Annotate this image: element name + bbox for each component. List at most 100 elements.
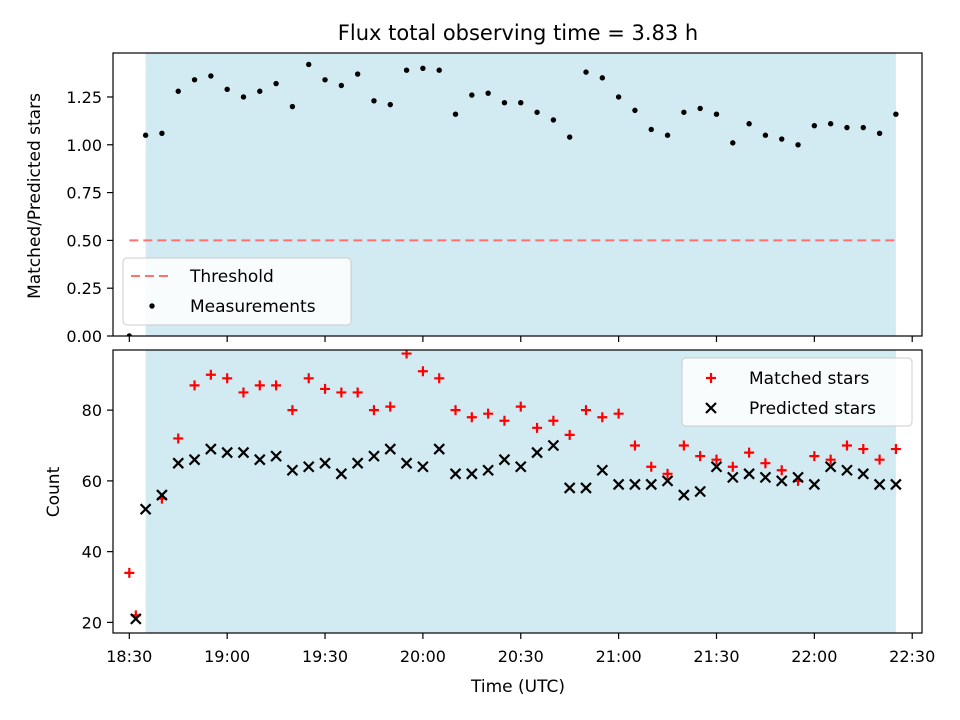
measurements-point: [452, 111, 459, 117]
predicted-stars-point: [629, 478, 641, 491]
measurements-point: [224, 86, 230, 93]
measurements-point: [403, 67, 410, 73]
matched-stars-point: [678, 440, 689, 451]
measurements-legend-swatch: [149, 303, 155, 309]
measurements-point: [518, 100, 524, 106]
measurements-point: [746, 121, 752, 127]
matched-stars-point: [695, 451, 706, 462]
matched-stars-point: [646, 461, 657, 472]
threshold-legend-label: Threshold: [189, 267, 274, 287]
matched-stars-point: [858, 444, 869, 455]
measurements-point: [664, 132, 671, 138]
measurements-point: [306, 61, 312, 68]
matched-stars-point: [124, 567, 135, 578]
predicted-stars-point: [808, 478, 821, 491]
measurements-point: [632, 107, 638, 114]
matched-stars-point: [320, 383, 331, 394]
matched-stars-point: [662, 468, 673, 479]
x-tick-label: 20:30: [498, 647, 544, 666]
matched-stars-point: [515, 401, 526, 412]
measurements-point: [289, 103, 296, 110]
measurements-point: [387, 101, 393, 108]
measurements-point: [876, 130, 883, 137]
matched-stars-point: [205, 369, 216, 380]
measurements-point: [550, 117, 557, 123]
x-tick-label: 18:30: [106, 647, 152, 666]
matched-stars-point: [532, 422, 543, 433]
measurements-point: [354, 71, 361, 77]
bottom-frame: [112, 349, 923, 634]
matched-stars-point: [809, 451, 820, 462]
predicted-stars-point: [400, 457, 413, 469]
top-y-tick-label: 1.00: [66, 136, 102, 155]
measurements-point: [436, 67, 442, 73]
x-tick-label: 22:00: [791, 647, 837, 666]
matched-stars-point: [417, 366, 428, 377]
matched-legend-swatch: [706, 373, 716, 383]
measurements-point: [697, 105, 703, 112]
matched-stars-point: [581, 405, 592, 416]
measurements-point: [420, 65, 426, 71]
predicted-stars-point: [139, 503, 152, 515]
bottom-legend: Matched stars Predicted stars: [681, 357, 913, 427]
predicted-stars-point: [172, 457, 185, 469]
bottom-panel: 20 40 60 80 18:30 19:00 19:30 20:00 20:30 21:00 21…: [82, 349, 935, 666]
predicted-stars-point: [449, 468, 462, 480]
predicted-stars-point: [302, 460, 315, 473]
measurements-point: [615, 94, 622, 100]
matched-stars-point: [271, 380, 282, 391]
bottom-y-tick-label: 80: [82, 401, 102, 420]
top-y-tick-label: 1.25: [66, 88, 102, 107]
bottom-y-tick-label: 20: [82, 613, 102, 632]
matched-legend-label: Matched stars: [749, 369, 869, 389]
measurements-point: [257, 88, 263, 94]
bottom-y-tick-label: 60: [82, 472, 102, 491]
predicted-stars-point: [580, 482, 592, 494]
matched-stars-point: [287, 405, 298, 416]
predicted-stars-point: [612, 478, 625, 491]
measurements-legend-label: Measurements: [190, 297, 316, 317]
predicted-stars-point: [792, 471, 804, 484]
top-plot-area: [126, 61, 899, 336]
matched-stars-point: [776, 465, 787, 476]
x-tick-label: 22:30: [889, 647, 935, 666]
top-legend: Threshold Measurements: [122, 257, 352, 326]
measurements-point: [126, 333, 133, 336]
predicted-stars-point: [270, 450, 282, 462]
bottom-plot-area: [124, 350, 902, 625]
top-y-tick-label: 0.75: [66, 184, 102, 203]
matched-stars-point: [825, 454, 836, 465]
x-tick-label: 19:00: [204, 647, 250, 666]
predicted-stars-point: [205, 443, 217, 455]
measurements-point: [583, 69, 589, 75]
predicted-stars-point: [514, 460, 527, 473]
measurements-point: [860, 124, 866, 131]
matched-stars-point: [841, 440, 852, 451]
matched-stars-point: [597, 412, 608, 423]
matched-stars-point: [483, 408, 494, 419]
chart-title: Flux total observing time = 3.83 h: [338, 21, 698, 45]
predicted-stars-point: [759, 471, 772, 484]
predicted-stars-point: [254, 453, 266, 466]
top-y-tick-label: 0.25: [66, 279, 102, 298]
measurements-point: [501, 100, 508, 106]
predicted-stars-point: [156, 489, 168, 501]
measurements-point: [762, 132, 769, 138]
top-panel: 0.00 0.25 0.50 0.75 1.00 1.25 Threshold Measure…: [66, 52, 923, 346]
bottom-y-axis-label: Count: [44, 466, 64, 517]
measurements-point: [322, 77, 328, 83]
measurements-point: [371, 98, 377, 104]
predicted-stars-point: [188, 453, 201, 466]
matched-stars-point: [303, 373, 314, 384]
predicted-stars-point: [531, 446, 543, 459]
matched-stars-point: [744, 447, 755, 458]
predicted-stars-point: [710, 460, 723, 473]
matched-stars-point: [238, 387, 249, 398]
measurements-point: [566, 134, 573, 140]
top-legend-box: [122, 257, 352, 326]
measurements-point: [159, 130, 165, 137]
matched-stars-point: [434, 373, 445, 384]
measurements-point: [648, 126, 654, 133]
predicted-stars-point: [547, 439, 560, 452]
measurements-point: [844, 124, 850, 131]
